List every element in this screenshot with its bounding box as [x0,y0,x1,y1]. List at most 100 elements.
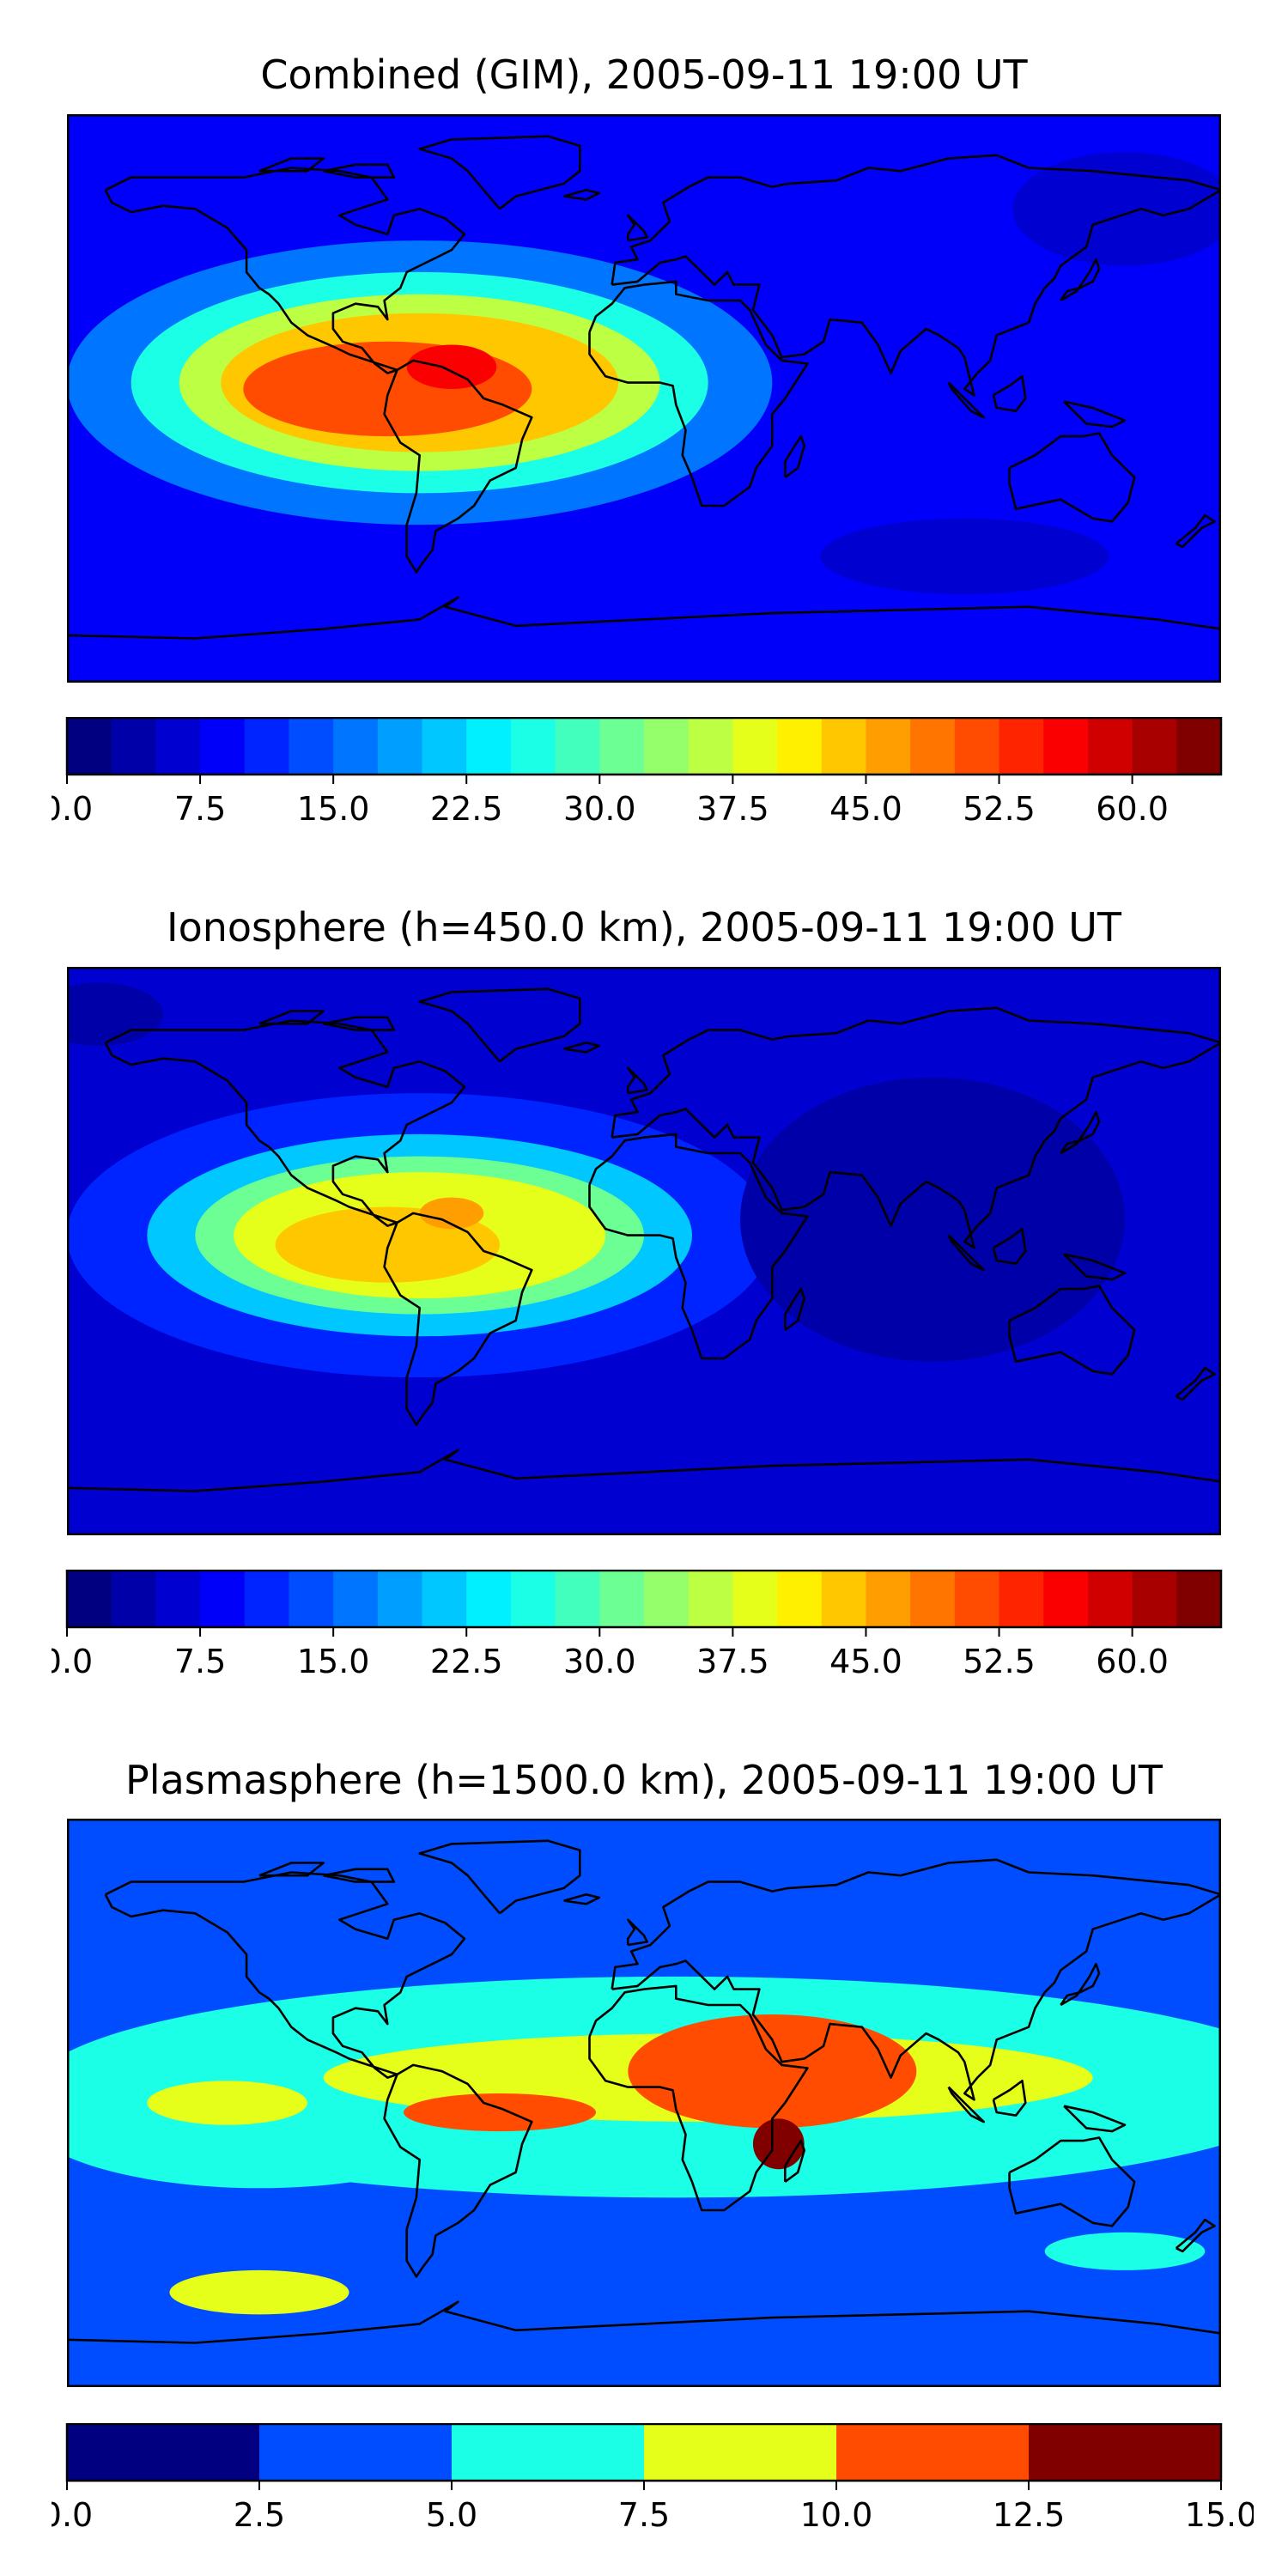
coastline [992,1227,1027,1266]
coastline [783,1287,806,1331]
contour-region [752,2118,805,2170]
coastline [418,987,581,1063]
panel3-title: Plasmasphere (h=1500.0 km), 2005-09-11 1… [125,1757,1163,1803]
colorbar-tick-label: 60.0 [1096,1643,1169,1680]
coastline [992,2079,1027,2117]
coastline [1060,258,1101,302]
colorbar-tick-label: 60.0 [1096,790,1169,828]
contour-region [702,2207,779,2239]
coastline [1063,400,1127,428]
colorbar-tick-label: 7.5 [174,790,226,828]
colorbar-frame [65,1570,1223,1629]
colorbar-band [866,1570,911,1628]
coastline [1008,432,1136,523]
colorbar-band [1029,2423,1222,2482]
coastline [783,434,806,478]
contour-region [740,1077,1125,1362]
contour-region [419,1197,484,1230]
coastline [947,1234,985,1272]
colorbar-band [333,1570,379,1628]
panel2-map [67,967,1221,1535]
colorbar-band [999,717,1044,775]
colorbar-tick-label: 52.5 [963,1643,1036,1680]
colorbar-tick-label: 7.5 [618,2496,670,2534]
coastline [67,2300,1221,2344]
colorbar-tick-label: 2.5 [234,2496,285,2534]
panel1-map [67,114,1221,683]
coastline [418,135,581,210]
colorbar-tick-label: 0.0 [52,790,93,828]
colorbar-band [510,717,556,775]
coastline [1063,2105,1127,2133]
colorbar-band [466,1570,512,1628]
colorbar-band [377,1570,423,1628]
colorbar-tick-label: 15.0 [297,790,370,828]
coastline [418,1839,581,1915]
contour-region [1044,2232,1206,2270]
colorbar-band [67,1570,112,1628]
colorbar-band [555,717,600,775]
colorbar-band [67,717,112,775]
contour-layer [67,967,1221,1535]
coastline [1175,2218,1216,2253]
coastline [323,1868,396,1883]
colorbar-band [289,717,334,775]
panel2-colorbar: 0.0 7.5 15.0 22.5 30.0 37.5 45.0 52.5 60.0 [52,1570,1223,1680]
panel3-colorbar: 0.0 2.5 5.0 7.5 10.0 12.5 15.0 [52,2423,1254,2534]
coastline [611,1006,1221,1249]
colorbar-band [821,717,866,775]
colorbar-band [688,717,733,775]
coastline [611,1858,1221,2101]
colorbar-tick-label: 30.0 [563,790,636,828]
colorbar-band [555,1570,600,1628]
panel1-title: Combined (GIM), 2005-09-11 19:00 UT [260,52,1028,98]
colorbar-band [200,1570,246,1628]
coastline [626,214,649,242]
coastline [258,157,325,173]
colorbar-band [732,717,778,775]
colorbar-band [954,1570,1000,1628]
coastline [588,1133,809,1360]
colorbar-band [1176,717,1222,775]
contour-region [147,2081,307,2125]
coastline [104,1019,466,1227]
coastline [563,1042,601,1054]
colorbar-band [777,1570,823,1628]
colorbar-band [259,2423,453,2482]
coastline [1175,513,1216,549]
colorbar-band [599,717,645,775]
map-frame [67,114,1221,683]
colorbar-tick-label: 12.5 [993,2496,1066,2534]
colorbar-tick-label: 22.5 [430,790,503,828]
colorbar-band [644,2423,837,2482]
colorbar-tick-label: 37.5 [696,1643,769,1680]
coastline [323,1016,396,1031]
colorbar-band [377,717,423,775]
colorbar-band [155,1570,201,1628]
coastline [1175,1366,1216,1401]
contour-region [169,2269,349,2315]
coastline [563,1893,601,1905]
coastline [563,189,601,201]
colorbar-frame [65,2423,1223,2482]
colorbar-band [289,1570,334,1628]
contour-region [404,2093,596,2132]
colorbar-band [732,1570,778,1628]
panel2-title: Ionosphere (h=450.0 km), 2005-09-11 19:0… [167,904,1121,951]
colorbar-band [155,717,201,775]
colorbar-band [1087,1570,1133,1628]
colorbar-tick-label: 52.5 [963,790,1036,828]
colorbar-band [910,1570,956,1628]
map-frame [67,967,1221,1535]
colorbar-tick-label: 0.0 [52,1643,93,1680]
colorbar-tick-label: 45.0 [829,1643,902,1680]
colorbar-band [422,717,467,775]
coastline [104,167,466,374]
colorbar-tick-label: 5.0 [426,2496,477,2534]
contour-layer [67,114,1221,683]
map-frame [67,1819,1221,2387]
colorbar-band [466,717,512,775]
contour-region [406,344,497,389]
colorbar-band [821,1570,866,1628]
colorbar-band [1043,1570,1089,1628]
